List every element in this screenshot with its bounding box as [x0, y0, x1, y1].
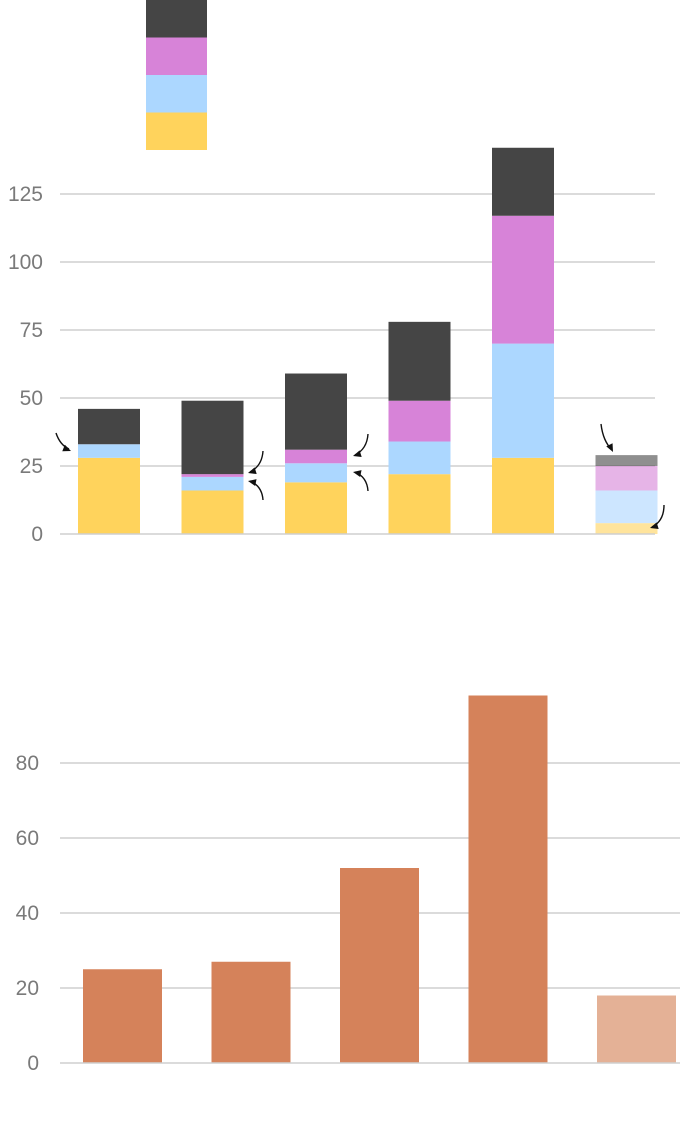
legend-swatch-layer-3: [146, 37, 207, 75]
bar-chart: 0 20 40 60 80: [16, 695, 680, 1075]
y-tick-label: 0: [31, 523, 43, 546]
y-tick-label: 40: [16, 902, 39, 925]
bar-segment-layer-4: [181, 400, 244, 475]
bar-segment-layer-1: [78, 457, 140, 534]
bar-segment-layer-2: [492, 343, 554, 458]
legend-swatch-layer-4: [146, 0, 207, 38]
annotation-arrowhead: [248, 479, 257, 487]
y-tick-label: 100: [8, 251, 43, 274]
legend-swatch: [146, 0, 207, 150]
annotation-arrow: [249, 450, 264, 473]
y-tick-label: 80: [16, 752, 39, 775]
bar-segment-layer-2: [595, 490, 658, 524]
legend-swatch-layer-1: [146, 112, 207, 150]
legend-swatch-layer-2: [146, 75, 207, 113]
grid-lines: [60, 193, 655, 467]
bar-segment-layer-2: [78, 444, 140, 458]
bar-stack-C: [285, 373, 347, 534]
y-tick-label: 50: [20, 387, 43, 410]
bar-stack-E: [492, 147, 554, 534]
y-axis-tick-labels: 0 25 50 75 100 125: [8, 183, 43, 546]
annotation-arrowhead: [353, 470, 362, 478]
bar-segment-layer-4: [492, 147, 554, 216]
bar-segment-layer-1: [492, 457, 554, 534]
bar-stack-F: [595, 455, 658, 534]
annotation-arrowhead: [248, 467, 257, 475]
y-tick-label: 0: [27, 1052, 39, 1075]
bar-segment-layer-4: [388, 321, 451, 401]
annotation-arrow: [55, 432, 70, 450]
bar-segment-layer-4: [285, 373, 347, 450]
bar-E: [597, 995, 676, 1063]
bar-segment-layer-3: [595, 466, 658, 491]
stacked-bars: [78, 147, 658, 534]
bar-segment-layer-2: [181, 476, 244, 491]
annotation-arrowhead: [606, 443, 613, 452]
y-tick-label: 20: [16, 977, 39, 1000]
bar-D: [468, 695, 548, 1063]
bar-stack-B: [181, 400, 244, 534]
y-tick-label: 125: [8, 183, 43, 206]
y-axis-tick-labels: 0 20 40 60 80: [16, 752, 39, 1075]
bar-segment-layer-1: [181, 490, 244, 534]
y-tick-label: 25: [20, 455, 43, 478]
bar-segment-layer-2: [285, 463, 347, 483]
bar-stack-A: [78, 408, 140, 534]
bar-segment-layer-3: [388, 400, 451, 442]
bars: [83, 695, 676, 1063]
annotation-arrows: [55, 423, 665, 530]
bar-A: [83, 969, 162, 1063]
y-tick-label: 75: [20, 319, 43, 342]
bar-segment-layer-1: [285, 482, 347, 534]
annotation-arrow: [354, 433, 369, 456]
annotation-arrow: [354, 471, 369, 492]
bar-segment-layer-1: [388, 474, 451, 534]
annotation-arrowhead: [650, 522, 659, 530]
bar-C: [340, 868, 419, 1063]
bar-segment-layer-2: [388, 441, 451, 475]
bar-stack-D: [388, 321, 451, 534]
annotation-arrowhead: [353, 450, 362, 458]
bar-segment-layer-4: [78, 408, 140, 445]
bar-segment-layer-3: [492, 215, 554, 344]
annotation-arrowhead: [62, 444, 71, 452]
bar-segment-layer-1: [595, 523, 658, 534]
annotation-arrow: [249, 480, 264, 501]
bar-segment-layer-3: [181, 474, 244, 477]
stacked-bar-chart: 0 25 50 75 100 125: [8, 0, 665, 546]
bar-B: [211, 961, 291, 1063]
y-tick-label: 60: [16, 827, 39, 850]
bar-segment-layer-4: [595, 455, 658, 466]
bar-segment-layer-3: [285, 449, 347, 464]
